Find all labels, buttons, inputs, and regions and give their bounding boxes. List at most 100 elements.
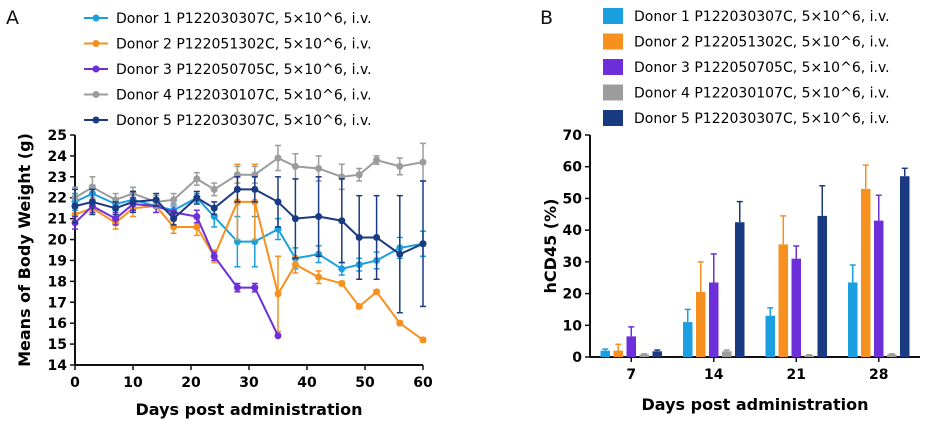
series-line [74,156,424,203]
data-point [338,279,346,287]
y-tick-label: 22 [48,191,67,207]
data-point [112,204,120,212]
data-point [396,250,404,258]
data-point [251,185,259,193]
data-point [129,198,137,206]
data-point [355,302,363,310]
y-tick-label: 19 [48,253,67,269]
x-tick-label: 40 [297,375,317,391]
data-point [193,223,201,231]
bar [817,215,827,357]
data-point [274,198,282,206]
data-point [373,233,381,241]
data-point [315,273,323,281]
data-point [193,175,201,183]
data-point [233,185,241,193]
bar [652,351,662,357]
x-tick-label: 20 [181,375,201,391]
series-5 [71,176,427,314]
series-line [74,188,424,256]
y-tick-label: 24 [48,149,68,165]
bar [709,282,719,357]
panel-label-a: A [6,7,19,29]
y-axis-title: Means of Body Weight (g) [15,133,34,367]
panel-label-b: B [540,7,553,29]
x-tick-label: 7 [626,367,636,383]
data-point [419,240,427,248]
x-tick-label: 10 [123,375,143,391]
bar [639,354,649,357]
x-tick-label: 60 [413,375,433,391]
y-tick-label: 40 [563,223,583,239]
legend-label: Donor 3 P122050705C, 5×10^6, i.v. [634,60,890,76]
y-tick-label: 70 [563,128,583,144]
y-tick-label: 18 [48,274,67,290]
bar [600,350,610,357]
x-tick-label: 21 [787,367,806,383]
x-axis-title: Days post administration [136,400,363,419]
data-point [274,332,282,340]
legend-swatch [603,33,623,50]
y-tick-label: 10 [563,318,583,334]
bar [613,350,623,357]
bar [778,244,788,357]
panel-a-line-chart: 14 15 16 17 18 19 20 21 22 23 24 25 0 10 20 30 40 50 60 Day… [15,11,433,419]
data-point [274,290,282,298]
data-point [355,171,363,179]
data-point [396,162,404,170]
legend-label: Donor 2 P122051302C, 5×10^6, i.v. [634,35,890,51]
data-point [251,284,259,292]
bar [735,222,745,357]
legend-label: Donor 4 P122030107C, 5×10^6, i.v. [634,86,890,102]
y-tick-label: 21 [48,212,67,228]
bar [861,188,871,357]
series-line [74,202,279,337]
legend-swatch [603,8,623,24]
legend-marker [92,14,100,22]
legend-marker [92,40,100,47]
data-point [170,196,178,204]
data-point [193,213,201,221]
x-axis-title: Days post administration [642,395,869,414]
data-point [210,185,218,193]
legend-a: Donor 1 P122030307C, 5×10^6, i.v. Donor 2… [84,11,372,129]
bar [887,354,897,357]
x-tick-label: 14 [704,367,724,383]
legend-label: Donor 5 P122030307C, 5×10^6, i.v. [634,111,890,127]
bar [722,351,732,357]
series-line [74,200,424,341]
legend-b: Donor 1 P122030307C, 5×10^6, i.v. Donor 2… [603,8,890,127]
data-point [112,215,120,223]
legend-marker [92,65,100,73]
legend-label: Donor 5 P122030307C, 5×10^6, i.v. [116,113,372,129]
series-2 [71,163,427,344]
data-point [291,215,299,223]
y-tick-label: 23 [48,170,67,186]
x-tick-label: 50 [355,375,375,391]
legend-label: Donor 1 P122030307C, 5×10^6, i.v. [116,11,372,27]
y-tick-label: 25 [48,128,67,144]
legend-swatch [603,110,623,126]
legend-swatch [603,84,623,101]
legend-label: Donor 3 P122050705C, 5×10^6, i.v. [116,62,372,78]
bar [848,282,858,357]
data-point [338,217,346,225]
x-tick-label: 30 [239,375,259,391]
series-4 [71,142,427,209]
data-point [210,252,218,260]
x-tick-label: 0 [70,375,80,391]
data-point [88,198,96,206]
y-tick-label: 17 [48,295,67,311]
legend-marker [92,91,100,98]
data-point [274,154,282,162]
bar [683,322,693,357]
y-tick-label: 20 [563,287,583,303]
data-point [233,284,241,292]
data-point [315,213,323,221]
y-tick-label: 15 [48,337,67,353]
data-point [315,164,323,172]
data-point [419,158,427,166]
data-point [193,194,201,202]
